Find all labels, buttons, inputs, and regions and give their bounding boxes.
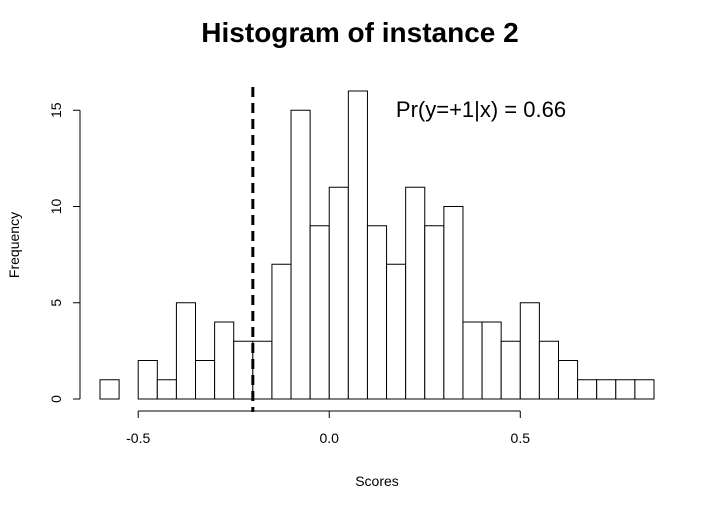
histogram-bar xyxy=(577,379,598,400)
histogram-bar xyxy=(519,302,540,400)
histogram-bar xyxy=(252,340,273,400)
y-tick-label: 15 xyxy=(48,102,64,118)
y-tick-label: 0 xyxy=(48,395,64,403)
histogram-bar xyxy=(538,340,559,400)
histogram-bar xyxy=(366,225,388,400)
histogram-bar xyxy=(290,109,311,400)
histogram-bar xyxy=(615,379,636,400)
histogram-bar xyxy=(347,90,368,400)
y-tick-label: 10 xyxy=(48,199,64,215)
histogram-bar xyxy=(309,225,330,400)
histogram-bar xyxy=(271,263,292,400)
histogram-bar xyxy=(443,206,464,400)
histogram-bar xyxy=(328,186,349,400)
histogram-bar xyxy=(424,225,445,400)
x-axis: -0.5 0.0 0.5 xyxy=(126,410,531,446)
chart-title: Histogram of instance 2 xyxy=(201,17,518,48)
histogram-bar xyxy=(195,360,216,400)
probability-annotation: Pr(y=+1|x) = 0.66 xyxy=(396,97,566,122)
x-tick-label: 0.0 xyxy=(320,430,340,446)
histogram-bar xyxy=(462,321,483,400)
histogram-bar xyxy=(405,186,426,400)
histogram-bar xyxy=(386,263,407,400)
histogram-bar xyxy=(175,302,197,400)
histogram-bar xyxy=(233,340,254,400)
histogram-bar xyxy=(557,360,579,400)
x-tick-label: 0.5 xyxy=(511,430,531,446)
histogram-bar xyxy=(634,379,655,400)
x-axis-label: Scores xyxy=(355,473,399,489)
y-tick-label: 5 xyxy=(48,299,64,307)
histogram-bar xyxy=(156,379,177,400)
histogram-bar xyxy=(596,379,617,400)
x-tick-label: -0.5 xyxy=(126,430,150,446)
histogram-bar xyxy=(99,379,120,400)
bars-group xyxy=(99,90,655,400)
y-axis: 0 5 10 15 xyxy=(48,102,81,403)
y-axis-label: Frequency xyxy=(6,212,22,278)
histogram-bar xyxy=(214,321,235,400)
histogram-bar xyxy=(481,321,502,400)
histogram-bar xyxy=(137,360,158,400)
histogram-bar xyxy=(500,340,521,400)
